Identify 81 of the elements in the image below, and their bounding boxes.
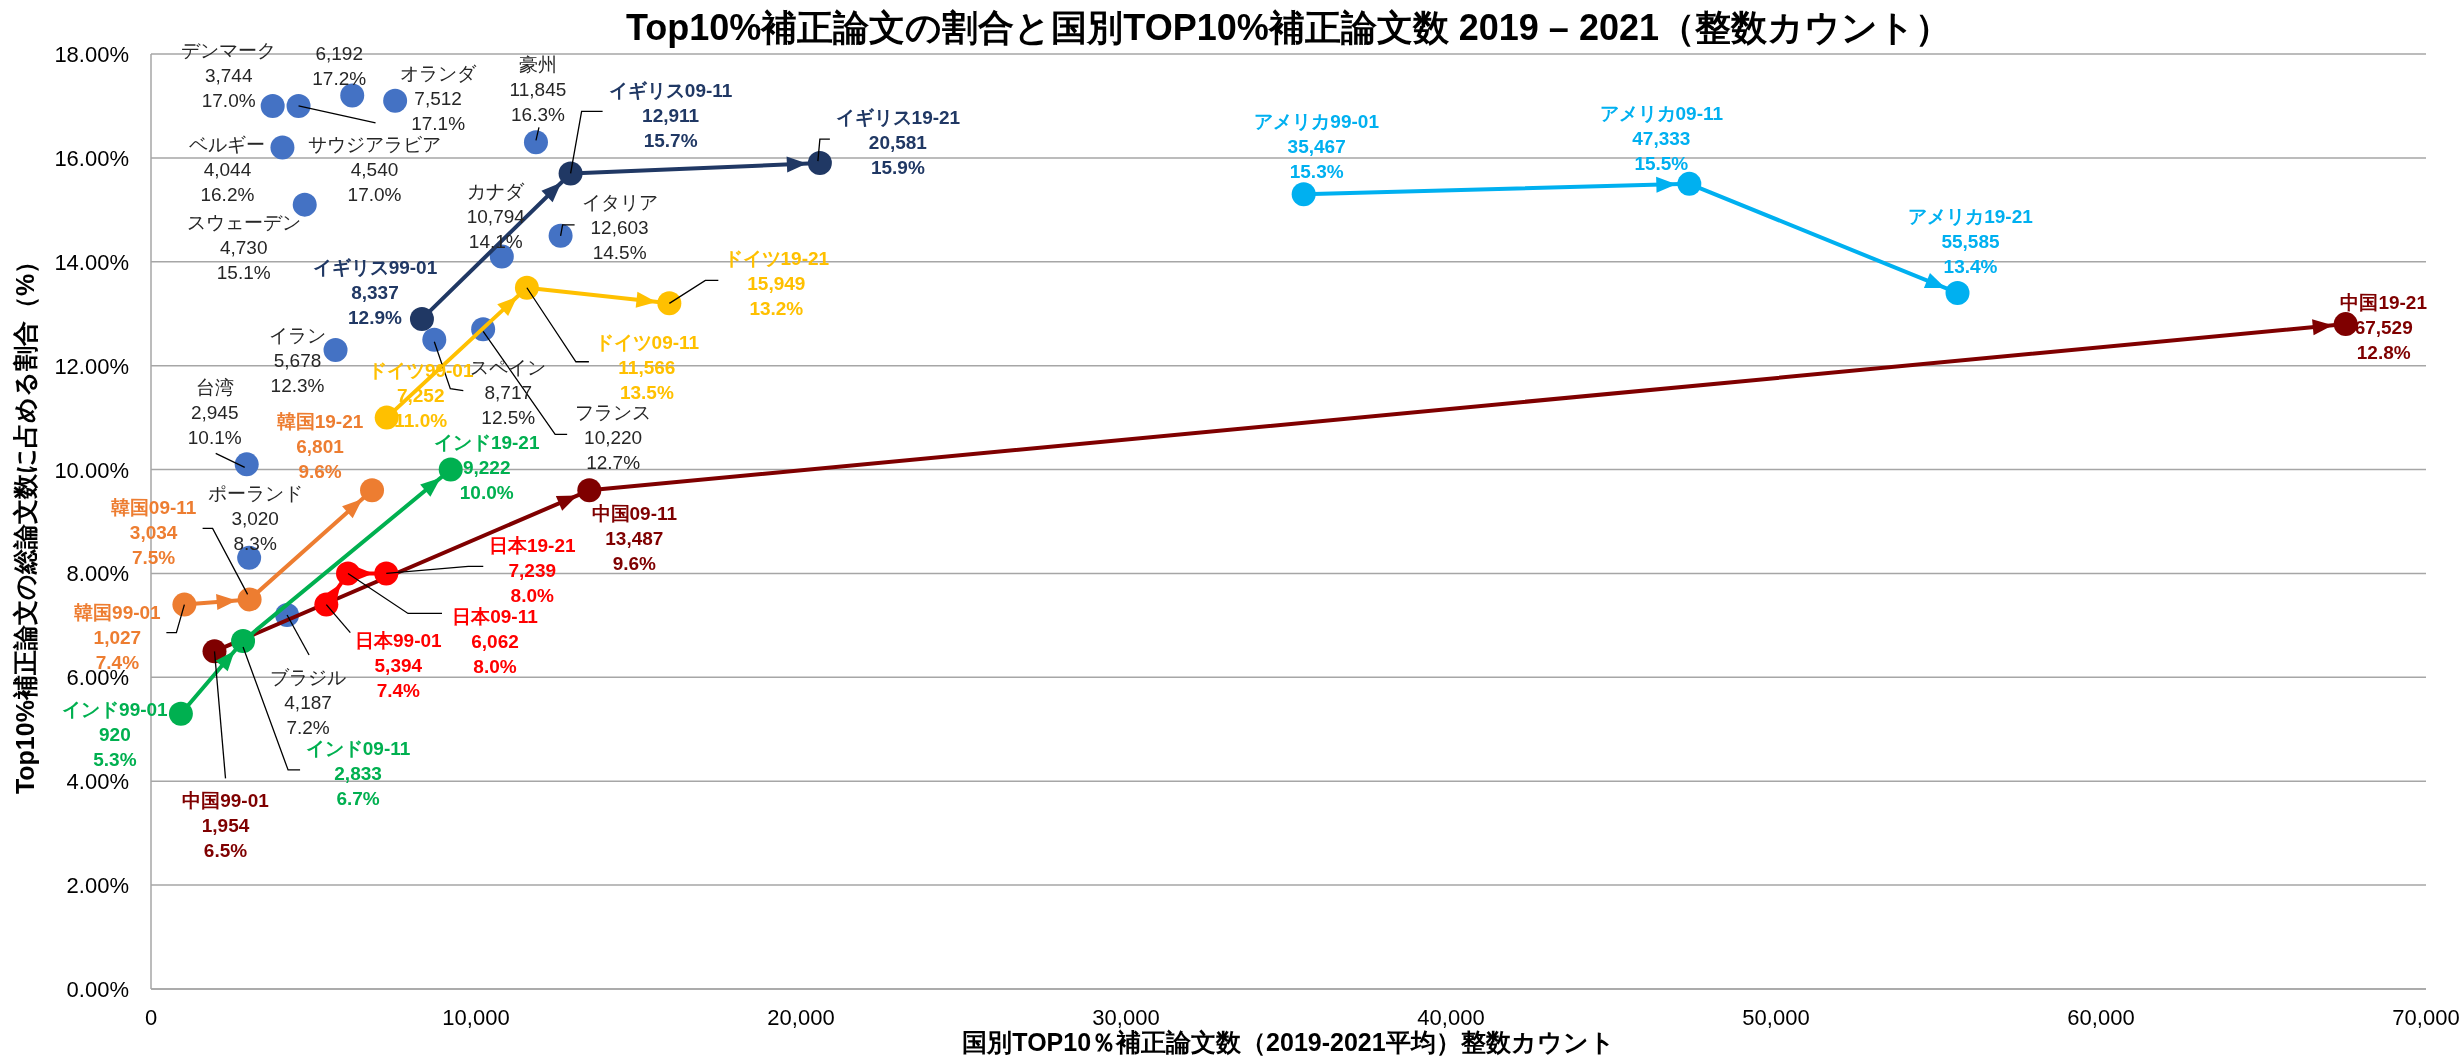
y-tick-label: 4.00% (66, 769, 129, 795)
data-label: オランダ 7,512 17.1% (400, 62, 478, 134)
data-label: ポーランド 3,020 8.3% (207, 482, 303, 554)
data-label: 6,192 17.2% (312, 43, 367, 90)
x-tick-label: 0 (144, 1005, 158, 1030)
x-tick-label: 40,000 (1417, 1005, 1485, 1030)
y-tick-label: 10.00% (54, 457, 129, 483)
chart-title: Top10%補正論文の割合と国別TOP10%補正論文数 2019 – 2021（整数カウント） (626, 7, 1951, 48)
data-label: インド09-11 2,833 6.7% (305, 737, 411, 809)
point (1677, 171, 1702, 196)
point (422, 327, 447, 352)
data-label: 豪州 11,845 16.3% (509, 54, 567, 126)
data-label: ドイツ19-21 15,949 13.2% (723, 248, 830, 320)
data-label: アメリカ09-11 47,333 15.5% (1599, 102, 1724, 174)
point (558, 161, 583, 186)
data-label: アメリカ19-21 55,585 13.4% (1908, 205, 2034, 277)
point (409, 306, 434, 331)
point (374, 561, 399, 586)
x-axis-title: 国別TOP10％補正論文数（2019-2021平均）整数カウント (962, 1028, 1615, 1056)
point (286, 93, 311, 118)
data-label: 韓国19-21 6,801 9.6% (276, 411, 364, 483)
data-label: イギリス19-21 20,581 15.9% (835, 107, 961, 179)
data-label: ベルギー 4,044 16.2% (189, 133, 266, 205)
x-tick-label: 10,000 (442, 1005, 510, 1030)
y-tick-label: 12.00% (54, 353, 129, 379)
point (577, 478, 602, 503)
y-tick-label: 18.00% (54, 42, 129, 67)
point (2333, 312, 2358, 337)
x-tick-label: 50,000 (1742, 1005, 1810, 1030)
data-label: 日本19-21 7,239 8.0% (488, 535, 576, 607)
data-label: ドイツ09-11 11,566 13.5% (594, 331, 700, 403)
point (168, 701, 193, 726)
point (172, 592, 197, 617)
y-tick-label: 2.00% (66, 873, 129, 899)
data-label: 中国19-21 67,529 12.8% (2340, 292, 2428, 364)
point (438, 457, 463, 482)
point (807, 151, 832, 176)
point (231, 628, 256, 653)
point (657, 291, 682, 316)
y-tick-label: 16.00% (54, 145, 129, 171)
point (383, 88, 408, 113)
data-label: 台湾 2,945 10.1% (187, 377, 242, 449)
data-label: イギリス99-01 8,337 12.9% (312, 256, 438, 328)
x-tick-label: 70,000 (2392, 1005, 2460, 1030)
data-label: 日本99-01 5,394 7.4% (355, 629, 443, 701)
data-label: イタリア 12,603 14.5% (581, 191, 658, 263)
data-label: ブラジル 4,187 7.2% (270, 667, 347, 738)
point (270, 135, 295, 160)
point (1945, 280, 1970, 305)
point (202, 639, 227, 664)
data-label: アメリカ99-01 35,467 15.3% (1254, 111, 1380, 183)
data-label: 中国09-11 13,487 9.6% (591, 503, 678, 575)
point (292, 192, 317, 217)
data-label: サウジアラビア 4,540 17.0% (308, 133, 442, 205)
point (514, 275, 539, 300)
point (237, 587, 262, 612)
point (360, 478, 385, 503)
data-label: イラン 5,678 12.3% (269, 325, 327, 397)
x-tick-label: 30,000 (1092, 1005, 1160, 1030)
point (523, 130, 548, 155)
data-label: インド19-21 9,222 10.0% (433, 431, 540, 503)
data-label: イギリス09-11 12,911 15.7% (608, 80, 733, 152)
data-label: フランス 10,220 12.7% (575, 402, 652, 474)
x-tick-label: 20,000 (767, 1005, 835, 1030)
point (548, 223, 573, 248)
data-label: インド99-01 920 5.3% (62, 698, 169, 770)
data-label: 中国99-01 1,954 6.5% (182, 790, 270, 862)
y-axis-title: Top10%補正論文の総論文数に占める割合（%） (11, 248, 39, 795)
point (340, 83, 365, 108)
point (1291, 182, 1316, 207)
point (314, 592, 339, 617)
data-label: スウェーデン 4,730 15.1% (186, 211, 301, 283)
data-label: デンマーク 3,744 17.0% (181, 39, 277, 111)
point (336, 561, 361, 586)
data-label: 日本09-11 6,062 8.0% (452, 606, 539, 678)
x-tick-label: 60,000 (2067, 1005, 2135, 1030)
point (234, 452, 259, 477)
point (260, 93, 285, 118)
y-tick-label: 14.00% (54, 249, 129, 275)
point (323, 338, 348, 363)
y-tick-label: 0.00% (66, 977, 129, 1002)
